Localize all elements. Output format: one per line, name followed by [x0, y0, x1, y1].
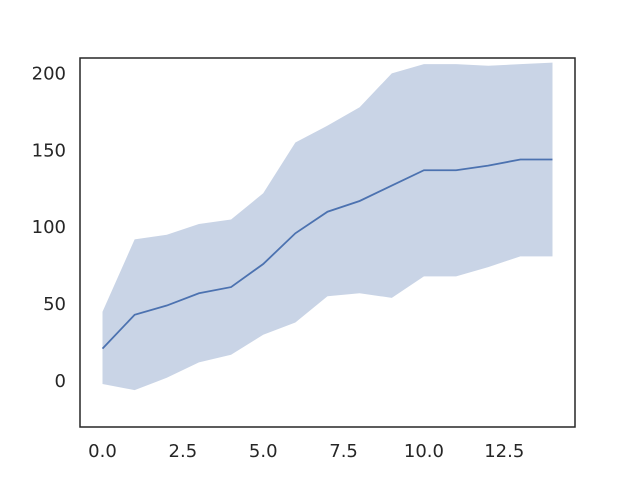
y-tick-label: 150 [32, 140, 66, 161]
plot-frame [79, 57, 576, 428]
x-tick-label: 10.0 [404, 441, 444, 462]
y-axis-ticks: 0 50 100 150 200 [32, 63, 66, 392]
y-tick-label: 200 [32, 63, 66, 84]
confidence-band [102, 62, 553, 391]
series-line-layer [101, 158, 553, 350]
series-line [101, 158, 553, 350]
x-tick-label: 12.5 [484, 441, 524, 462]
y-tick-label: 100 [32, 217, 66, 238]
x-tick-label: 2.5 [169, 441, 198, 462]
x-tick-label: 0.0 [88, 441, 117, 462]
x-tick-label: 5.0 [249, 441, 278, 462]
x-tick-label: 7.5 [329, 441, 358, 462]
y-tick-label: 0 [55, 371, 66, 392]
x-axis-ticks: 0.0 2.5 5.0 7.5 10.0 12.5 [88, 441, 524, 462]
y-tick-label: 50 [43, 294, 66, 315]
confidence-band-layer [102, 62, 553, 391]
